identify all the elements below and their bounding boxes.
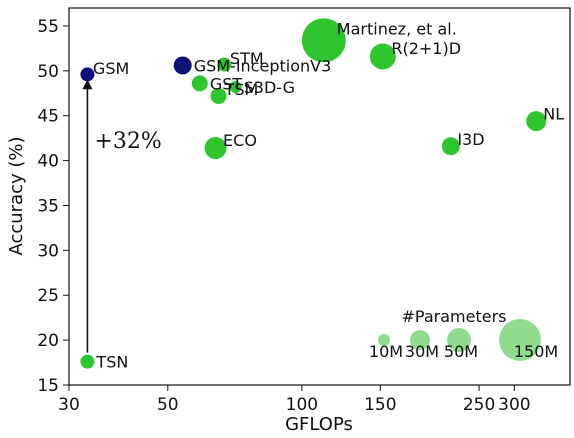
data-point xyxy=(301,18,346,63)
y-tick-label: 55 xyxy=(37,17,59,37)
x-tick-label: 150 xyxy=(364,395,396,415)
y-tick-label: 45 xyxy=(37,107,59,127)
axis-ticks: 30 50 100 150 250 300 15 20 25 30 35 40 45 50 55 xyxy=(37,17,530,415)
legend: #Parameters 10M 30M 50M 150M xyxy=(369,307,558,361)
legend-title: #Parameters xyxy=(402,307,507,326)
y-tick-label: 20 xyxy=(37,331,59,351)
x-tick-label: 50 xyxy=(157,395,179,415)
data-point-label: NL xyxy=(543,105,564,124)
x-tick-label: 100 xyxy=(286,395,318,415)
data-point-label: STM xyxy=(230,49,264,68)
legend-size-marker xyxy=(378,334,390,346)
data-point xyxy=(441,137,460,156)
legend-size-label: 30M xyxy=(405,342,439,361)
legend-size-label: 10M xyxy=(369,342,403,361)
legend-size-marker xyxy=(447,328,471,352)
data-point xyxy=(80,67,95,82)
data-points xyxy=(80,18,547,369)
data-point-label: R(2+1)D xyxy=(391,39,461,58)
data-point-label: TSN xyxy=(95,353,128,372)
data-point xyxy=(80,354,95,369)
legend-size-marker xyxy=(410,330,430,350)
data-point xyxy=(204,137,227,160)
data-point-label: I3D xyxy=(457,130,484,149)
data-point xyxy=(173,56,192,75)
data-point xyxy=(210,87,227,104)
x-tick-label: 300 xyxy=(498,395,530,415)
data-point xyxy=(229,80,242,93)
y-tick-label: 30 xyxy=(37,241,59,261)
x-axis-label: GFLOPs xyxy=(285,414,353,435)
data-point xyxy=(369,43,396,70)
y-tick-label: 25 xyxy=(37,286,59,306)
annotation-label: +32% xyxy=(94,129,161,154)
data-point-label: S3D-G xyxy=(244,78,295,97)
legend-size-label: 50M xyxy=(444,342,478,361)
data-point-label: GSM xyxy=(93,59,129,78)
x-tick-label: 30 xyxy=(58,395,80,415)
data-point-label: GST xyxy=(210,74,243,93)
x-tick-label: 250 xyxy=(463,395,495,415)
data-point xyxy=(217,57,232,72)
data-point xyxy=(526,111,547,132)
data-point-label: Martinez, et al. xyxy=(337,20,457,39)
data-point-label: GSM-InceptionV3 xyxy=(194,56,332,75)
y-tick-label: 35 xyxy=(37,196,59,216)
y-tick-label: 15 xyxy=(37,376,59,396)
y-axis-label: Accuracy (%) xyxy=(6,136,27,255)
data-point xyxy=(191,75,208,92)
plot-frame xyxy=(68,7,571,386)
legend-size-label: 150M xyxy=(514,342,558,361)
legend-size-marker xyxy=(499,319,541,361)
data-point-label: TSM xyxy=(224,80,259,99)
annotation: +32% xyxy=(82,79,162,353)
y-tick-label: 50 xyxy=(37,62,59,82)
y-tick-label: 40 xyxy=(37,152,59,172)
data-point-label: ECO xyxy=(223,131,257,150)
